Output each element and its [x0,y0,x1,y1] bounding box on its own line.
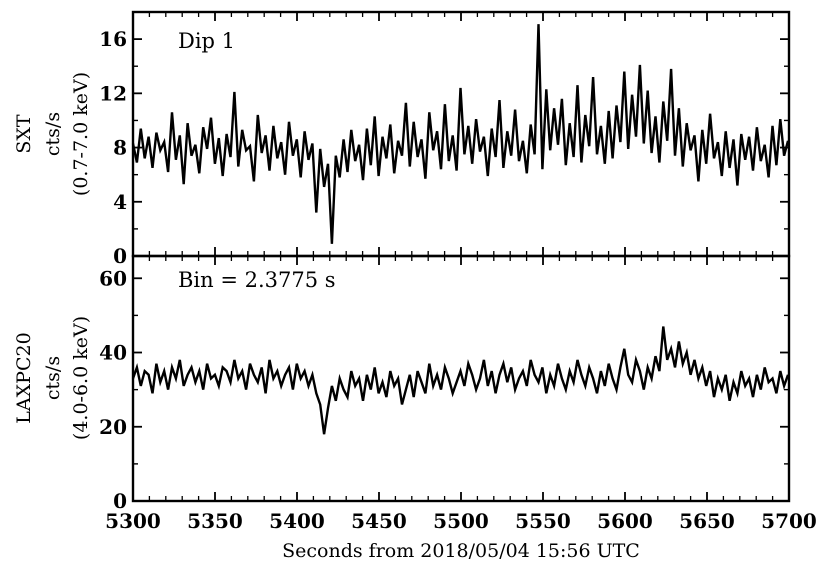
top-ylabel-line-3: (0.7-7.0 keV) [70,72,92,196]
top-y-ticks: 0 4 8 12 16 [99,27,789,268]
top-panel: 0 4 8 12 16 Dip 1 SXT cts/s (0.7-7.0 keV) [13,10,791,268]
top-ylabel-line-1: SXT [13,114,35,154]
top-y-tick-label: 8 [113,136,127,160]
x-tick-label: 5300 [105,509,161,533]
bottom-y-tick-label: 40 [99,341,127,365]
x-tick-label: 5400 [269,509,325,533]
x-tick-label: 5650 [679,509,735,533]
bottom-y-ticks: 0 20 40 60 [99,266,789,513]
top-ylabel-line-2: cts/s [42,112,64,156]
bottom-x-ticks: 5300 5350 5400 5450 5500 5550 5600 5650 5700 [105,256,817,533]
top-y-tick-label: 0 [113,244,127,268]
x-tick-label: 5350 [187,509,243,533]
top-y-tick-label: 4 [113,190,127,214]
bottom-annotation: Bin = 2.3775 s [178,268,336,292]
x-tick-label: 5450 [351,509,407,533]
x-tick-label: 5600 [597,509,653,533]
x-tick-label: 5700 [761,509,817,533]
bottom-panel: 0 20 40 60 5300 5350 5400 5450 5500 5550 5600 5650… [13,254,817,562]
bottom-ylabel-line-3: (4.0-6.0 keV) [70,316,92,440]
bottom-y-tick-label: 20 [99,415,127,439]
top-series-line [131,24,790,244]
x-axis-label: Seconds from 2018/05/04 15:56 UTC [282,540,640,562]
bottom-y-tick-label: 60 [99,266,127,290]
bottom-series-line [131,326,790,435]
bottom-y-tick-label: 0 [113,489,127,513]
x-tick-label: 5500 [433,509,489,533]
top-annotation: Dip 1 [178,29,235,53]
top-y-tick-label: 16 [99,27,127,51]
x-tick-label: 5550 [515,509,571,533]
bottom-ylabel-line-1: LAXPC20 [13,332,35,423]
bottom-ylabel-line-2: cts/s [42,356,64,400]
top-y-tick-label: 12 [99,81,127,105]
